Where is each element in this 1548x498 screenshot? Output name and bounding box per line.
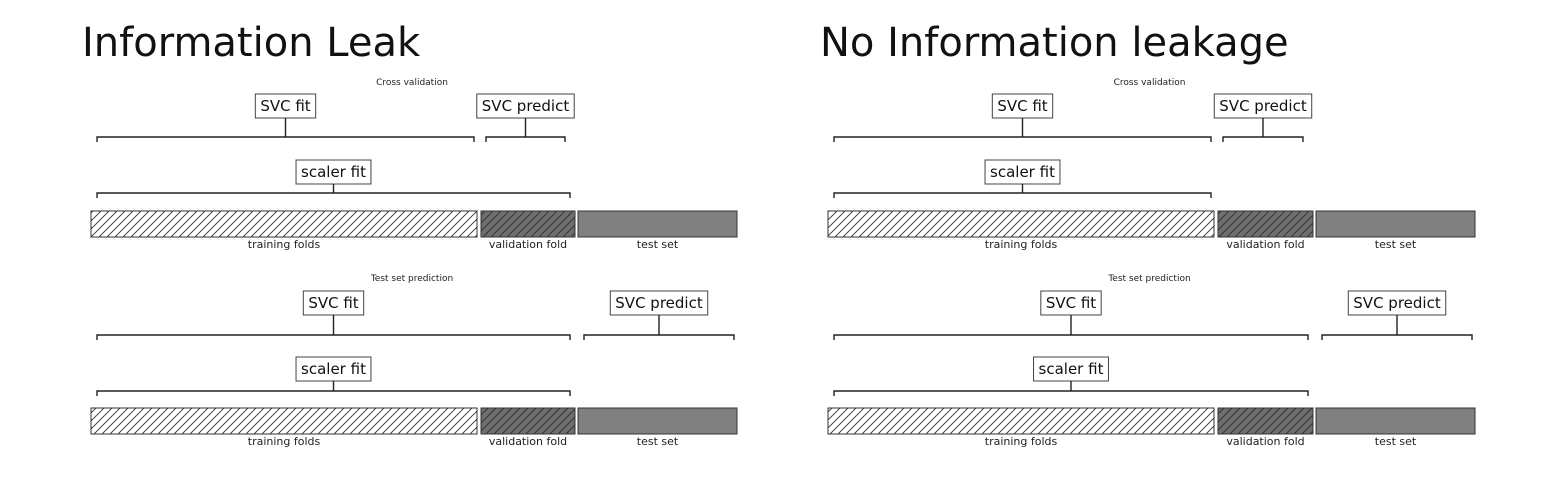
panel-2-test-set-prediction-test-set-bar [1315, 407, 1476, 435]
panel-2-test-set-prediction-scaler-fit-label: scaler fit [1039, 360, 1104, 378]
panel-2-cross-validation-test-set-bar [1315, 210, 1476, 238]
panel-2-cross-validation-svc-predict-group: SVC predict [1213, 93, 1313, 137]
panel-2-cross-validation-scaler-fit-bracket [833, 192, 1212, 198]
panel-1-test-set-prediction-validation-fold-bar [480, 407, 576, 435]
panel-2-test-set-prediction-title: Test set prediction [1107, 274, 1190, 284]
panel-2-cross-validation-training-folds-bar [827, 210, 1215, 238]
panel-2-test-set-prediction-scaler-fit-box [1033, 356, 1109, 382]
panel-2-cross-validation-test-set-label: test set [1375, 238, 1417, 251]
panel-1-cross-validation-svc-fit-bracket [96, 136, 475, 142]
panel-2-cross-validation-scaler-fit-label: scaler fit [990, 163, 1055, 181]
panel-2-test-set-prediction-svc-fit-label: SVC fit [1046, 294, 1096, 312]
panel-1-test-set-prediction-svc-predict-group: SVC predict [609, 290, 709, 335]
panel-1-cross-validation-test-set-label: test set [637, 238, 679, 251]
panel-2-test-set-prediction-svc-fit-bracket [833, 334, 1309, 340]
panel-1-test-set-prediction-svc-fit-label: SVC fit [308, 294, 358, 312]
panel-1-cross-validation-title: Cross validation [376, 78, 448, 88]
panel-2-test-set-prediction-svc-predict-label: SVC predict [1353, 294, 1441, 312]
panel-1-cross-validation-scaler-fit-group: scaler fit [295, 159, 372, 193]
panel-2-test-set-prediction-scaler-fit-group: scaler fit [1033, 356, 1109, 391]
panel-1-cross-validation-svc-fit-label: SVC fit [260, 97, 310, 115]
panel-2-test-set-prediction-svc-predict-bracket [1321, 334, 1473, 340]
panel-2-test-set-prediction-training-folds-bar [827, 407, 1215, 435]
panel-2-cross-validation-svc-fit-box [991, 93, 1054, 119]
panel-1-test-set-prediction-scaler-fit-box [295, 356, 372, 382]
panel-2-cross-validation-scaler-fit-box [984, 159, 1061, 185]
panel-2-cross-validation-training-folds-label: training folds [985, 238, 1058, 251]
panel-2-cross-validation-svc-predict-bracket [1222, 136, 1304, 142]
panel-1-cross-validation-scaler-fit-label: scaler fit [301, 163, 366, 181]
panel-1-test-set-prediction-test-set-label: test set [637, 435, 679, 448]
panel-1-test-set-prediction-scaler-fit-label: scaler fit [301, 360, 366, 378]
panel-1-cross-validation-svc-fit-group: SVC fit [254, 93, 317, 137]
panel-heading-information-leak: Information Leak [82, 20, 421, 66]
panel-2-cross-validation-svc-fit-bracket [833, 136, 1212, 142]
panel-1-cross-validation-svc-predict-group: SVC predict [476, 93, 575, 137]
panel-heading-no-information-leakage: No Information leakage [820, 20, 1289, 66]
panel-1-test-set-prediction-svc-fit-bracket [96, 334, 571, 340]
panel-2-cross-validation-title: Cross validation [1114, 78, 1186, 88]
panel-2-test-set-prediction-validation-fold-bar [1217, 407, 1314, 435]
panel-2-test-set-prediction-svc-predict-group: SVC predict [1347, 290, 1447, 335]
panel-2-cross-validation-svc-fit-label: SVC fit [997, 97, 1047, 115]
panel-2-test-set-prediction-validation-fold-label: validation fold [1226, 435, 1304, 448]
panel-1-test-set-prediction-scaler-fit-group: scaler fit [295, 356, 372, 391]
panel-1-test-set-prediction-svc-predict-box [609, 290, 709, 316]
panel-2-cross-validation-scaler-fit-group: scaler fit [984, 159, 1061, 193]
panel-2-test-set-prediction-training-folds-label: training folds [985, 435, 1058, 448]
panel-2-cross-validation-svc-predict-box [1213, 93, 1313, 119]
panel-1-test-set-prediction-title: Test set prediction [370, 274, 453, 284]
panel-1-cross-validation-svc-predict-bracket [485, 136, 566, 142]
panel-2-cross-validation-validation-fold-label: validation fold [1226, 238, 1304, 251]
panel-2-cross-validation-svc-predict-label: SVC predict [1219, 97, 1307, 115]
panel-2-test-set-prediction-svc-fit-box [1040, 290, 1102, 316]
panel-2-cross-validation-svc-fit-group: SVC fit [991, 93, 1054, 137]
panel-1-test-set-prediction-svc-predict-bracket [583, 334, 735, 340]
panel-1-cross-validation-validation-fold-bar [480, 210, 576, 238]
panel-1-test-set-prediction-training-folds-label: training folds [248, 435, 321, 448]
panel-1-test-set-prediction-test-set-bar [577, 407, 738, 435]
panel-1-cross-validation-validation-fold-label: validation fold [489, 238, 567, 251]
panel-2-test-set-prediction-svc-fit-group: SVC fit [1040, 290, 1102, 335]
panel-2-test-set-prediction-scaler-fit-bracket [833, 390, 1309, 396]
panel-1-test-set-prediction-scaler-fit-bracket [96, 390, 571, 396]
panel-1-test-set-prediction-validation-fold-label: validation fold [489, 435, 567, 448]
panel-1-cross-validation-svc-predict-label: SVC predict [482, 97, 570, 115]
panel-1-cross-validation-training-folds-bar [90, 210, 478, 238]
panel-1-cross-validation-scaler-fit-box [295, 159, 372, 185]
panel-1-test-set-prediction-svc-fit-group: SVC fit [302, 290, 365, 335]
panel-2-cross-validation-validation-fold-bar [1217, 210, 1314, 238]
panel-1-test-set-prediction-svc-predict-label: SVC predict [615, 294, 703, 312]
panel-1-cross-validation-training-folds-label: training folds [248, 238, 321, 251]
panel-1-cross-validation-svc-predict-box [476, 93, 575, 119]
panel-2-test-set-prediction-svc-predict-box [1347, 290, 1447, 316]
panel-1-cross-validation-test-set-bar [577, 210, 738, 238]
panel-2-test-set-prediction-test-set-label: test set [1375, 435, 1417, 448]
panel-1-cross-validation-scaler-fit-bracket [96, 192, 571, 198]
panel-1-test-set-prediction-training-folds-bar [90, 407, 478, 435]
